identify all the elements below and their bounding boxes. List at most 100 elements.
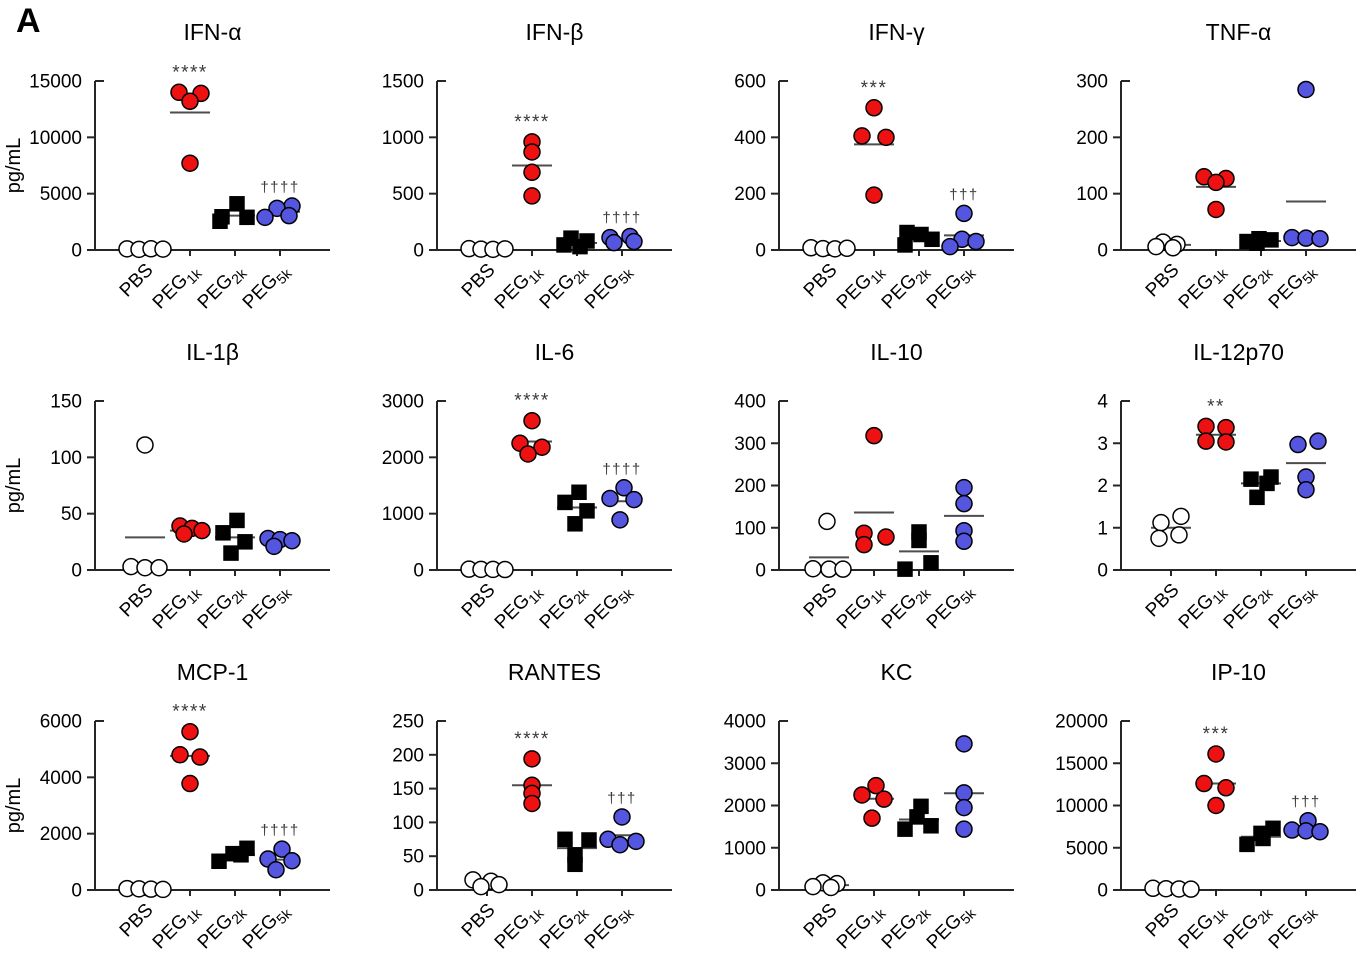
data-point — [818, 512, 836, 531]
y-tick-label: 100 — [734, 518, 766, 539]
data-point — [804, 877, 822, 896]
y-tick-label: 2000 — [724, 796, 766, 817]
chart-svg: IP-1005000100001500020000PBSPEG1kPEG2kPE… — [1055, 659, 1356, 956]
x-tick-label: PEG1k — [149, 899, 206, 956]
data-point — [967, 232, 985, 251]
chart-title: IFN-α — [183, 19, 241, 45]
data-point — [181, 154, 199, 172]
data-point — [523, 143, 541, 161]
x-tick-label: PEG5k — [923, 259, 980, 316]
y-tick-label: 6000 — [40, 712, 82, 733]
significance-label: ††† — [1291, 794, 1321, 811]
significance-label: **** — [514, 391, 550, 412]
y-tick-label: 200 — [734, 476, 766, 497]
chart-svg: IFN-β050010001500PBSPEG1kPEG2kPEG5k****†… — [382, 19, 672, 315]
data-point — [237, 534, 253, 550]
significance-label: **** — [514, 112, 550, 133]
data-point — [1207, 200, 1225, 219]
y-tick-label: 2000 — [382, 448, 424, 469]
data-point — [571, 484, 587, 501]
y-tick-label: 4000 — [724, 712, 766, 733]
y-tick-label: 0 — [755, 561, 766, 582]
data-point — [877, 528, 895, 546]
x-tick-label: PEG1k — [491, 899, 548, 956]
x-tick-label: PEG1k — [833, 259, 890, 316]
x-tick-label: PEG5k — [581, 899, 638, 956]
data-point — [1297, 480, 1315, 499]
data-point — [955, 204, 973, 223]
y-tick-label: 3000 — [382, 392, 424, 413]
x-tick-label: PEG2k — [536, 899, 593, 956]
chart-3-ifn: IFN-γ 0 200 400 600 PBS PEG1k PEG2k PEG5k *** ††† — [684, 6, 1026, 326]
chart-title: MCP-1 — [177, 659, 249, 685]
chart-title: IFN-β — [526, 19, 584, 45]
data-point — [611, 835, 629, 854]
data-point — [154, 240, 172, 258]
x-tick-label: PEG1k — [833, 899, 890, 956]
data-point — [1217, 433, 1235, 451]
significance-label: †††† — [602, 209, 641, 226]
y-tick-label: 0 — [1097, 561, 1108, 582]
data-point — [557, 831, 573, 848]
significance-label: †††† — [260, 179, 299, 196]
data-point — [865, 426, 883, 445]
charts-grid: IFN-α pg/mL 0 5000 10000 15000 PBS PEG1k PEG2k PE… — [0, 6, 1368, 966]
y-tick-label: 50 — [61, 504, 82, 525]
data-point — [193, 521, 211, 540]
y-tick-label: 100 — [392, 813, 424, 834]
chart-5-il-1: IL-1β pg/mL 0 50 100 150 PBS PEG1k PEG2k PEG5k — [0, 326, 342, 646]
data-point — [955, 784, 973, 802]
x-tick-label: PEG5k — [239, 259, 296, 316]
data-point — [519, 445, 537, 463]
data-point — [181, 722, 199, 741]
x-tick-label: PEG1k — [491, 579, 548, 636]
data-point — [239, 209, 255, 226]
data-point — [557, 494, 573, 511]
y-tick-label: 2 — [1097, 476, 1108, 497]
significance-label: ** — [1207, 396, 1225, 417]
data-point — [181, 92, 199, 111]
chart-2-ifn: IFN-β 0 500 1000 1500 PBS PEG1k PEG2k PEG5k **** †… — [342, 6, 684, 326]
panel-label: A — [16, 2, 41, 40]
data-point — [601, 489, 619, 508]
x-tick-label: PEG5k — [1265, 579, 1322, 636]
chart-title: KC — [881, 659, 913, 685]
y-tick-label: 5000 — [40, 184, 82, 205]
data-point — [822, 878, 840, 897]
data-point — [1263, 232, 1279, 248]
y-tick-label: 150 — [50, 392, 82, 413]
data-point — [265, 537, 283, 556]
data-point — [804, 559, 822, 578]
y-tick-label: 400 — [734, 128, 766, 149]
data-point — [567, 516, 583, 532]
data-point — [581, 832, 597, 848]
data-point — [171, 746, 189, 764]
y-tick-label: 200 — [392, 745, 424, 766]
data-point — [212, 213, 228, 230]
chart-1-ifn: IFN-α pg/mL 0 5000 10000 15000 PBS PEG1k PEG2k PE… — [0, 6, 342, 326]
chart-svg: MCP-1pg/mL0200040006000PBSPEG1kPEG2kPEG5… — [3, 659, 330, 956]
data-point — [955, 478, 973, 497]
data-point — [897, 561, 913, 577]
y-tick-label: 0 — [413, 881, 424, 902]
data-point — [625, 232, 643, 251]
x-tick-label: PEG5k — [1265, 899, 1322, 956]
y-tick-label: 4000 — [40, 768, 82, 789]
data-point — [897, 237, 913, 253]
data-point — [625, 490, 643, 509]
x-tick-label: PEG5k — [581, 579, 638, 636]
significance-label: **** — [172, 62, 208, 83]
data-point — [1164, 238, 1182, 257]
y-tick-label: 10000 — [29, 128, 82, 149]
y-tick-label: 50 — [403, 847, 424, 868]
data-point — [223, 545, 239, 561]
data-point — [955, 798, 973, 817]
y-tick-label: 1000 — [382, 504, 424, 525]
significance-label: **** — [514, 729, 550, 750]
data-point — [955, 820, 973, 838]
y-tick-label: 150 — [392, 779, 424, 800]
chart-title: IL-10 — [870, 339, 922, 365]
data-point — [1197, 432, 1215, 450]
data-point — [853, 786, 871, 804]
